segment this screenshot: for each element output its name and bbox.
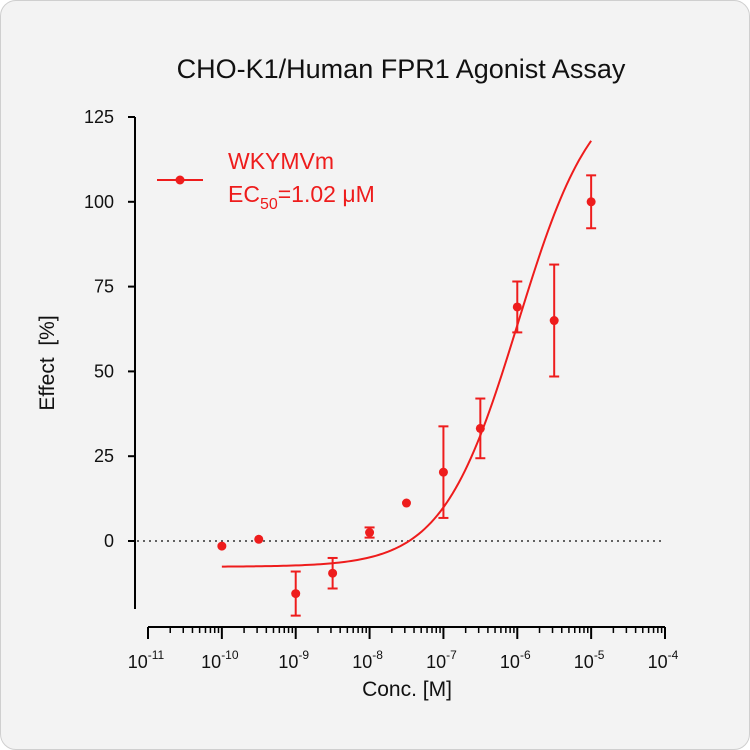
x-tick-base: 10: [201, 652, 221, 672]
fit-curve-group: [221, 140, 592, 568]
legend-ec50-subscript: 50: [260, 196, 278, 213]
legend-ec50-value: =1.02 μM: [278, 181, 375, 207]
data-point: [291, 589, 301, 599]
legend: WKYMVm EC50=1.02 μM: [157, 148, 375, 213]
y-tick-label: 100: [84, 192, 114, 212]
data-points: [217, 174, 597, 617]
data-point: [438, 467, 448, 477]
x-tick-exponent: -6: [520, 648, 531, 662]
legend-marker: [175, 175, 185, 185]
y-tick-label: 125: [84, 107, 114, 127]
x-tick-exponent: -5: [594, 648, 605, 662]
x-tick-label: 10-4: [648, 648, 679, 672]
legend-ec50-prefix: EC: [228, 181, 260, 207]
x-tick-exponent: -7: [446, 648, 457, 662]
x-tick-exponent: -8: [372, 648, 383, 662]
y-tick-label: 0: [104, 531, 114, 551]
x-tick-label: 10-9: [278, 648, 309, 672]
x-tick-label: 10-11: [128, 648, 165, 672]
x-ticks: 10-11 10-10 10-9 10-8 10-7 10-6 10-5 10-4: [128, 627, 679, 672]
data-point: [254, 534, 264, 544]
y-tick-label: 50: [94, 361, 114, 381]
x-tick-base: 10: [648, 652, 668, 672]
legend-ec50: EC50=1.02 μM: [228, 181, 375, 213]
y-ticks: 125 100 75 50 25 0: [84, 107, 135, 551]
x-tick-exponent: -10: [221, 648, 239, 662]
x-tick-exponent: -4: [668, 648, 679, 662]
x-tick-label: 10-6: [500, 648, 531, 672]
y-tick-label: 25: [94, 446, 114, 466]
x-tick-base: 10: [352, 652, 372, 672]
x-tick-exponent: -11: [148, 648, 165, 662]
legend-series-name: WKYMVm: [228, 148, 334, 174]
data-point: [512, 302, 522, 312]
data-point: [328, 568, 338, 578]
data-point: [401, 498, 411, 508]
data-point: [365, 528, 375, 538]
x-tick-exponent: -9: [298, 648, 309, 662]
x-axis-title: Conc. [M]: [362, 678, 452, 701]
x-tick-label: 10-5: [574, 648, 605, 672]
x-tick-base: 10: [574, 652, 594, 672]
x-tick-base: 10: [426, 652, 446, 672]
data-point: [475, 423, 485, 433]
fit-curve: [221, 140, 592, 568]
chart-title: CHO-K1/Human FPR1 Agonist Assay: [177, 54, 626, 84]
data-point: [217, 541, 227, 551]
x-tick-label: 10-8: [352, 648, 383, 672]
x-tick-label: 10-10: [201, 648, 239, 672]
x-tick-base: 10: [500, 652, 520, 672]
data-point: [586, 197, 596, 207]
x-tick-base: 10: [278, 652, 298, 672]
y-axis-title: Effect [%]: [36, 315, 59, 410]
x-tick-base: 10: [128, 652, 148, 672]
data-point: [549, 316, 559, 326]
x-tick-label: 10-7: [426, 648, 457, 672]
y-tick-label: 75: [94, 277, 114, 297]
